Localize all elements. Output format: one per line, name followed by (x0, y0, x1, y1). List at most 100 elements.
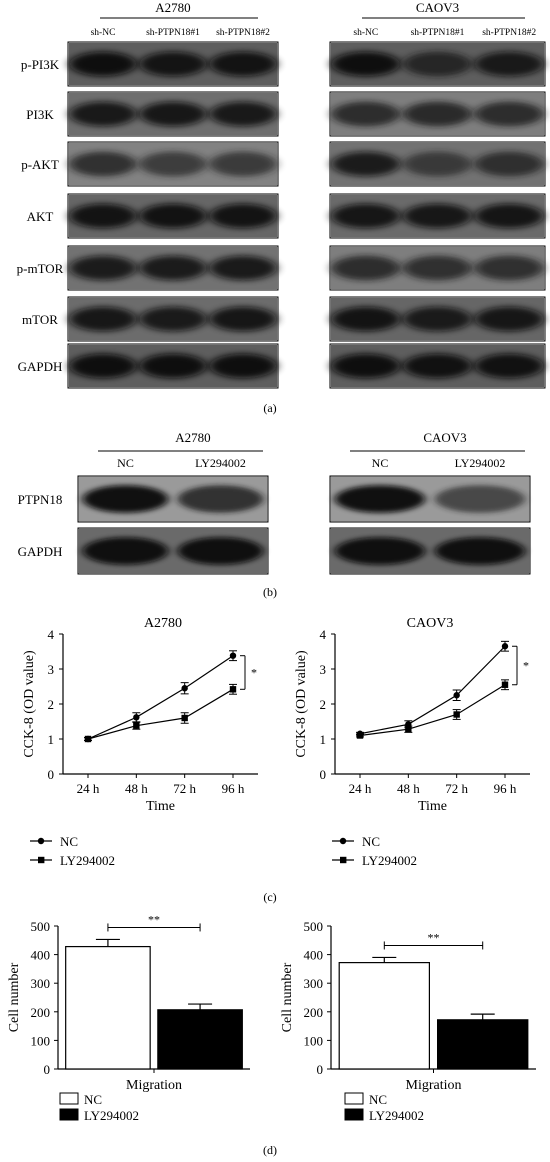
y-tick-label: 200 (31, 1005, 51, 1020)
blot-band (69, 203, 137, 229)
bar-nc (65, 945, 151, 1070)
data-point (453, 711, 460, 718)
x-tick-label: 24 h (349, 781, 372, 796)
series-line (87, 688, 234, 740)
blot-band (403, 306, 472, 332)
blot-row-p-pi3k (329, 41, 546, 87)
legend-swatch (59, 1108, 79, 1121)
cell-line-label-left: A2780 (175, 430, 210, 445)
legend-swatch (59, 1092, 79, 1105)
y-axis-label: Cell number (7, 962, 22, 1032)
blot-band (403, 101, 472, 127)
x-tick-label: 48 h (125, 781, 148, 796)
blot-band (209, 151, 277, 177)
lane-label: sh-NC (91, 28, 116, 38)
legend-label: LY294002 (362, 853, 417, 868)
blot-band (474, 306, 544, 332)
legend-label: LY294002 (369, 1108, 424, 1123)
blot-band (139, 51, 207, 77)
panel-label-c: (c) (263, 890, 276, 904)
x-axis-label: Migration (126, 1078, 182, 1093)
blot-band (335, 485, 425, 513)
blot-row-mtor (329, 296, 546, 342)
data-point (356, 732, 364, 739)
series-ly294002 (84, 683, 237, 743)
x-tick-label: 72 h (173, 781, 196, 796)
blot-band (435, 537, 525, 565)
blot-band (474, 151, 544, 177)
x-tick-label: 48 h (397, 781, 420, 796)
protein-label: GAPDH (18, 359, 63, 374)
blot-band (209, 353, 277, 379)
blot-band (139, 255, 207, 281)
lane-label: LY294002 (455, 456, 506, 470)
data-point (229, 686, 237, 693)
y-tick-label: 0 (44, 1062, 51, 1077)
blot-band (82, 537, 169, 565)
data-point (84, 735, 92, 743)
protein-label: p-AKT (21, 157, 59, 172)
cell-line-label-right: CAOV3 (423, 430, 466, 445)
y-tick-label: 2 (48, 697, 55, 712)
y-tick-label: 0 (317, 1062, 324, 1077)
blot-row-pi3k (67, 91, 279, 137)
series-line (87, 655, 234, 740)
blot-row-mtor (67, 296, 279, 342)
blot-row-p-pi3k (67, 41, 279, 87)
y-tick-label: 400 (304, 948, 324, 963)
blot-band (474, 255, 544, 281)
protein-label: PTPN18 (18, 492, 63, 507)
panel-label-a: (a) (263, 401, 276, 415)
data-point (501, 643, 509, 650)
blot-band (209, 51, 277, 77)
lane-label: NC (372, 456, 389, 470)
protein-label: GAPDH (18, 544, 63, 559)
blot-band (474, 353, 544, 379)
blot-row-pi3k (329, 91, 546, 137)
legend-marker (340, 856, 347, 864)
chart-title: A2780 (144, 616, 182, 631)
y-tick-label: 400 (31, 948, 51, 963)
blot-row-p-mtor (329, 245, 546, 291)
protein-label: p-mTOR (17, 261, 64, 276)
blot-row-gapdh (67, 343, 279, 389)
blot-band (474, 203, 544, 229)
legend-label: NC (60, 834, 78, 849)
bar-nc (338, 962, 431, 1070)
blot-band (69, 51, 137, 77)
blot-band (69, 151, 137, 177)
y-tick-label: 300 (304, 976, 324, 991)
blot-row-gapdh (329, 527, 531, 575)
migration-chart-2: 0 100 200 300 400 500 Cell number Migration ** NC… (280, 919, 536, 1123)
panel-label-b: (b) (263, 585, 277, 599)
blot-band (209, 306, 277, 332)
significance-marker: * (251, 666, 257, 680)
protein-label: AKT (27, 209, 54, 224)
blot-band (331, 306, 401, 332)
cck8-chart-caov3: CAOV3 0 1 2 3 4 24 h 48 h 72 h 96 h Time CCK-8 (OD … (294, 616, 530, 868)
y-tick-label: 0 (48, 767, 55, 782)
blot-row-akt (329, 193, 546, 239)
blot-band (177, 537, 264, 565)
y-tick-label: 3 (48, 662, 55, 677)
cell-line-label-right: CAOV3 (416, 0, 459, 15)
y-tick-label: 300 (31, 976, 51, 991)
blot-row-p-akt (329, 141, 546, 187)
blot-band (331, 151, 401, 177)
blot-row-p-akt (67, 141, 279, 187)
y-axis-label: CCK-8 (OD value) (294, 650, 309, 758)
panel-a-western-blots: A2780 sh-NC sh-PTPN18#1 sh-PTPN18#2 p-PI3K PI… (17, 0, 546, 415)
blot-row-p-mtor (67, 245, 279, 291)
cell-line-label-left: A2780 (155, 0, 190, 15)
legend-swatch (344, 1108, 364, 1121)
blot-band (82, 485, 169, 513)
blot-band (403, 353, 472, 379)
significance-marker: * (523, 659, 529, 673)
legend-label: NC (369, 1092, 387, 1107)
data-point (501, 681, 509, 688)
panel-b-western-blots: A2780 NC LY294002 PTPN18 GAPDH CAOV3 NC LY29400… (18, 430, 531, 599)
blot-band (435, 485, 525, 513)
lane-label: sh-NC (353, 28, 378, 38)
blot-band (403, 255, 472, 281)
panel-d-migration-charts: 0 100 200 300 400 500 Cell number Migration ** NC… (7, 912, 536, 1157)
